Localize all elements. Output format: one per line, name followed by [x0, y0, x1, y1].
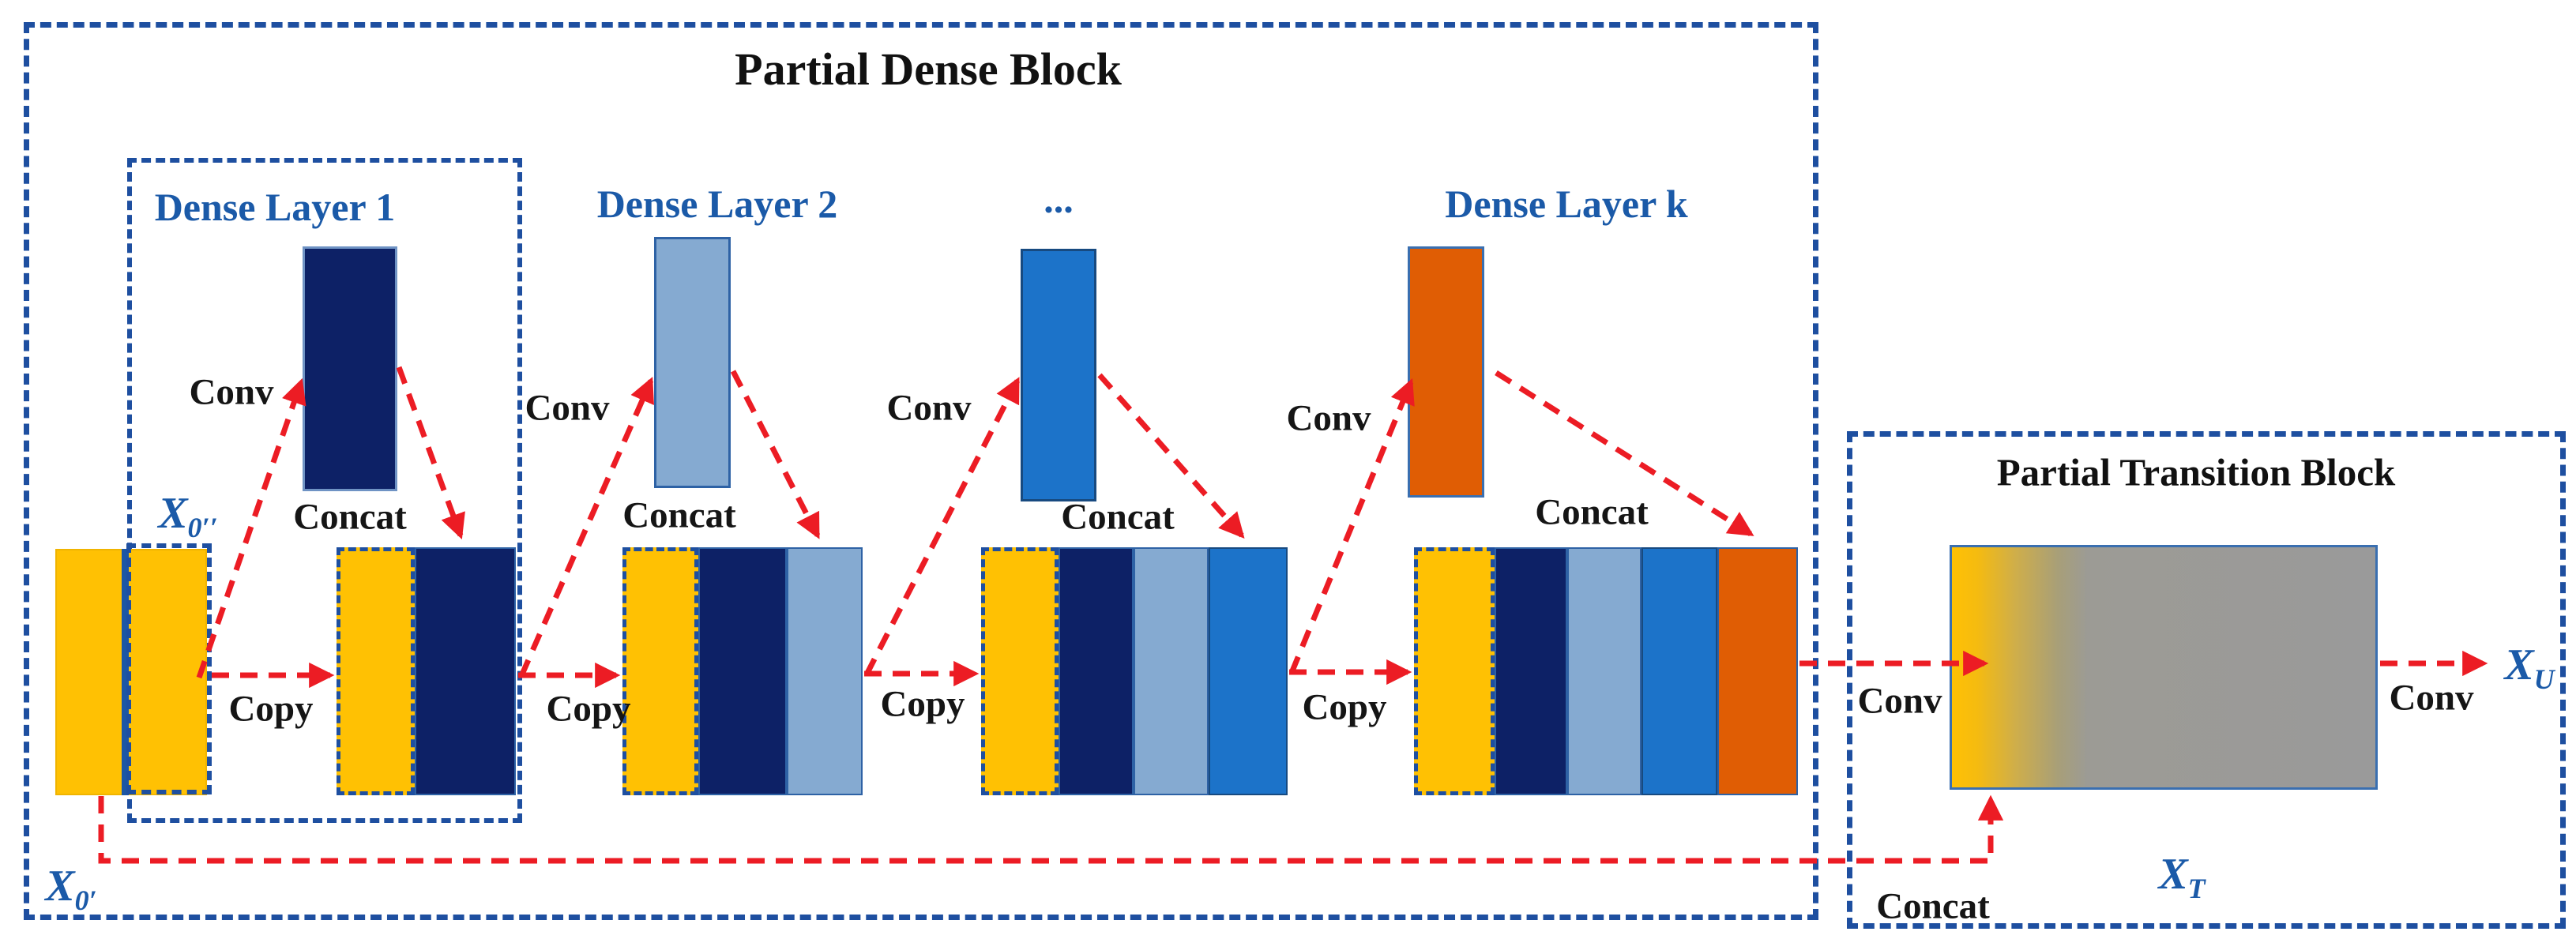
copy-label-2: Copy	[546, 688, 631, 730]
group2-stripe-steel	[787, 547, 863, 795]
xu-label: XU	[2504, 640, 2554, 693]
xt-label: XT	[2158, 850, 2205, 903]
dense-layer-1-label: Dense Layer 1	[154, 185, 396, 229]
conv-arrow-2	[518, 377, 654, 678]
conv-bar-layerk	[1408, 246, 1484, 498]
concat-arrow-1	[396, 366, 465, 540]
dense-layer-ellipsis-label: ...	[1044, 177, 1074, 221]
conv-label-transition-out: Conv	[2389, 677, 2474, 719]
x0-second-part-dashed-outline	[126, 543, 212, 794]
x0-prime-feedback-concat-path	[98, 794, 2004, 864]
copy-label-1: Copy	[228, 688, 314, 730]
concat-label-1: Concat	[293, 496, 407, 538]
x0-double-prime-sub: 0′′	[187, 512, 218, 544]
copy-label-4: Copy	[1302, 686, 1387, 728]
group3-stripe-yellow	[981, 547, 1059, 795]
conv-bar-layer2	[654, 237, 731, 488]
concat-label-3: Concat	[1061, 496, 1175, 538]
copy-label-3: Copy	[880, 683, 965, 725]
xt-base: X	[2158, 850, 2188, 899]
x0-prime-base: X	[45, 862, 75, 911]
conv-bar-layer1	[303, 246, 397, 491]
group3-stripe-blue	[1209, 547, 1288, 795]
conv-label-3: Conv	[886, 387, 972, 429]
x0-double-prime-label: X0′′	[158, 489, 218, 542]
partial-dense-block-box	[24, 22, 1818, 920]
group2-stripe-navy	[698, 547, 787, 795]
conv-arrow-k	[1288, 378, 1415, 674]
dense-layer-k-label: Dense Layer k	[1445, 182, 1688, 226]
concat-arrow-k	[1495, 370, 1754, 536]
concat-arrow-3	[1097, 373, 1245, 539]
dense-layer-1-box	[127, 158, 522, 823]
conv-label-1: Conv	[189, 371, 274, 413]
group1-stripe-yellow	[337, 547, 415, 795]
xt-sub: T	[2187, 873, 2206, 905]
x0-prime-label: X0′	[45, 862, 96, 915]
conv-label-transition-in: Conv	[1857, 680, 1942, 722]
conv-arrow-1	[196, 377, 306, 679]
concat-label-transition: Concat	[1876, 885, 1990, 927]
group4-stripe-yellow	[1414, 547, 1495, 795]
group4-stripe-orange	[1717, 547, 1798, 795]
concat-label-k: Concat	[1535, 491, 1649, 533]
partial-dense-block-title: Partial Dense Block	[735, 43, 1122, 95]
group4-stripe-steel	[1567, 547, 1641, 795]
group4-stripe-blue	[1641, 547, 1717, 795]
conv-bar-layer3	[1021, 249, 1096, 501]
dense-layer-2-label: Dense Layer 2	[596, 182, 838, 226]
x0-double-prime-base: X	[158, 489, 188, 538]
group3-stripe-navy	[1059, 547, 1134, 795]
group2-stripe-yellow	[622, 547, 698, 795]
xu-base: X	[2504, 640, 2534, 689]
transition-feature-map	[1950, 545, 2378, 790]
group1-stripe-navy	[415, 547, 516, 795]
input-feature-map-x0	[55, 549, 207, 795]
partial-transition-block-box	[1847, 431, 2566, 929]
xu-sub: U	[2533, 663, 2555, 696]
x0-prime-sub: 0′	[74, 885, 97, 917]
conv-label-2: Conv	[525, 387, 610, 429]
concat-label-2: Concat	[622, 494, 736, 536]
concat-arrow-2	[730, 370, 821, 539]
partial-transition-block-title: Partial Transition Block	[1996, 450, 2396, 494]
x0-split-divider	[122, 549, 129, 795]
conv-label-k: Conv	[1286, 397, 1371, 439]
group3-stripe-steel	[1134, 547, 1209, 795]
group4-stripe-navy	[1495, 547, 1567, 795]
